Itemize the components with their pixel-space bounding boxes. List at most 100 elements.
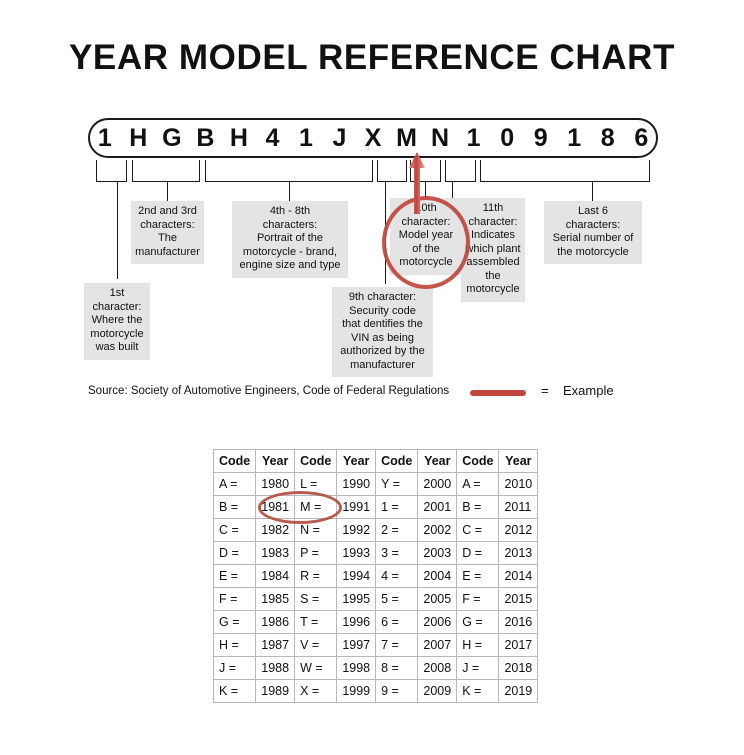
cell-code-2-6: C = (456, 518, 500, 542)
bracket-ninth-character (377, 160, 407, 182)
table-row: G = 1986 T = 1996 6 = 2006 G = 2016 (212, 610, 539, 634)
callout-eleventh-character: 11th character: Indicates which plant as… (461, 198, 525, 302)
cell-code-6-6: G = (456, 610, 500, 634)
cell-code-7-2: V = (294, 633, 338, 657)
cell-year-7-5: 2007 (417, 633, 458, 657)
vin-char-13: 0 (500, 123, 515, 152)
vin-char-5: H (229, 123, 248, 152)
cell-year-1-5: 2001 (417, 495, 458, 519)
cell-year-6-7: 2016 (498, 610, 539, 634)
cell-code-0-4: Y = (375, 472, 419, 496)
vin-char-6: 4 (265, 123, 280, 152)
vin-char-17: 6 (634, 123, 649, 152)
table-row: A = 1980 L = 1990 Y = 2000 A = 2010 (212, 472, 539, 496)
cell-code-8-2: W = (294, 656, 338, 680)
cell-year-0-5: 2000 (417, 472, 458, 496)
cell-year-8-5: 2008 (417, 656, 458, 680)
cell-year-9-1: 1989 (255, 679, 296, 703)
example-legend-equals: = (541, 383, 549, 398)
leader-first-character (117, 182, 119, 279)
vin-char-2: H (129, 123, 148, 152)
cell-year-8-7: 2018 (498, 656, 539, 680)
cell-code-3-6: D = (456, 541, 500, 565)
callout-ninth-character: 9th character: Security code that dentif… (332, 287, 433, 377)
th-year-4: Year (498, 449, 539, 473)
cell-code-5-4: 5 = (375, 587, 419, 611)
th-year-3: Year (417, 449, 458, 473)
cell-year-7-7: 2017 (498, 633, 539, 657)
cell-code-8-0: J = (212, 656, 257, 680)
cell-year-7-1: 1987 (255, 633, 296, 657)
table-row: E = 1984 R = 1994 4 = 2004 E = 2014 (212, 564, 539, 588)
table-row: K = 1989 X = 1999 9 = 2009 K = 2019 (212, 679, 539, 703)
th-code-2: Code (294, 449, 338, 473)
bracket-eleventh-character (445, 160, 476, 182)
vin-char-14: 9 (533, 123, 548, 152)
vin-character-row: 1 H G B H 4 1 J X M N 1 0 9 1 8 6 (88, 118, 658, 158)
vin-char-3: G (162, 123, 182, 152)
vin-char-15: 1 (567, 123, 582, 152)
cell-year-2-5: 2002 (417, 518, 458, 542)
cell-code-5-0: F = (212, 587, 257, 611)
cell-year-6-3: 1996 (336, 610, 377, 634)
cell-code-9-0: K = (212, 679, 257, 703)
cell-code-5-6: F = (456, 587, 500, 611)
cell-year-3-1: 1983 (255, 541, 296, 565)
vin-char-8: J (332, 123, 347, 152)
bracket-tenth-character (410, 160, 441, 182)
leader-last-six-characters (592, 182, 594, 201)
example-legend-swatch (470, 390, 526, 396)
cell-code-0-0: A = (212, 472, 257, 496)
cell-code-3-0: D = (212, 541, 257, 565)
cell-year-9-7: 2019 (498, 679, 539, 703)
tenth-character-highlight-circle (382, 196, 470, 289)
cell-year-2-3: 1992 (336, 518, 377, 542)
cell-year-6-1: 1986 (255, 610, 296, 634)
example-legend-label: Example (563, 383, 614, 398)
table-row: F = 1985 S = 1995 5 = 2005 F = 2015 (212, 587, 539, 611)
cell-year-0-3: 1990 (336, 472, 377, 496)
cell-code-9-2: X = (294, 679, 338, 703)
cell-code-9-6: K = (456, 679, 500, 703)
cell-year-0-7: 2010 (498, 472, 539, 496)
th-code-1: Code (212, 449, 257, 473)
callout-first-character: 1st character: Where the motorcycle was … (84, 283, 150, 360)
table-header-row: Code Year Code Year Code Year Code Year (212, 449, 539, 473)
cell-code-6-4: 6 = (375, 610, 419, 634)
cell-code-3-4: 3 = (375, 541, 419, 565)
cell-year-3-3: 1993 (336, 541, 377, 565)
vin-char-16: 8 (600, 123, 615, 152)
callout-fourth-eighth-characters: 4th - 8th characters: Portrait of the mo… (232, 201, 348, 278)
bracket-last-six-characters (480, 160, 650, 182)
cell-year-8-3: 1998 (336, 656, 377, 680)
table-row: J = 1988 W = 1998 8 = 2008 J = 2018 (212, 656, 539, 680)
callout-last-six-characters: Last 6 characters: Serial number of the … (544, 201, 642, 264)
cell-year-7-3: 1997 (336, 633, 377, 657)
cell-code-2-2: N = (294, 518, 338, 542)
cell-code-9-4: 9 = (375, 679, 419, 703)
cell-code-8-4: 8 = (375, 656, 419, 680)
leader-fourth-eighth (289, 182, 291, 201)
table-row: C = 1982 N = 1992 2 = 2002 C = 2012 (212, 518, 539, 542)
cell-year-1-7: 2011 (498, 495, 539, 519)
cell-year-5-7: 2015 (498, 587, 539, 611)
page-title: YEAR MODEL REFERENCE CHART (68, 38, 676, 77)
leader-tenth-character (425, 182, 427, 198)
cell-year-3-7: 2013 (498, 541, 539, 565)
table-row: H = 1987 V = 1997 7 = 2007 H = 2017 (212, 633, 539, 657)
cell-year-5-5: 2005 (417, 587, 458, 611)
cell-year-3-5: 2003 (417, 541, 458, 565)
cell-code-4-4: 4 = (375, 564, 419, 588)
table-body: A = 1980 L = 1990 Y = 2000 A = 2010 B = 1981 M = 19… (212, 472, 539, 703)
cell-year-9-3: 1999 (336, 679, 377, 703)
cell-year-5-1: 1985 (255, 587, 296, 611)
vin-capsule-outline (88, 118, 658, 158)
vin-char-10: M (396, 123, 417, 152)
code-year-table-wrapper: Code Year Code Year Code Year Code Year … (212, 449, 539, 703)
cell-year-5-3: 1995 (336, 587, 377, 611)
cell-code-2-0: C = (212, 518, 257, 542)
cell-year-4-1: 1984 (255, 564, 296, 588)
vin-char-12: 1 (466, 123, 481, 152)
table-row: D = 1983 P = 1993 3 = 2003 D = 2013 (212, 541, 539, 565)
